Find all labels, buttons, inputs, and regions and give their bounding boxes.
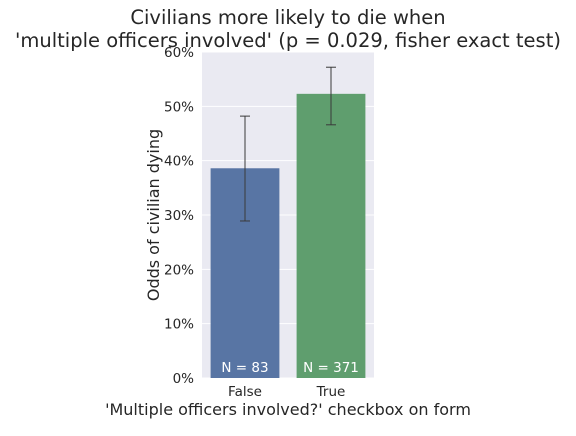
bar-count-label: N = 83 (221, 360, 268, 376)
y-tick-label: 20% (164, 262, 194, 278)
x-tick-label: False (228, 384, 262, 400)
bar-labels: N = 83 N = 371 (221, 360, 358, 376)
chart-title-line: 'multiple officers involved' (p = 0.029,… (15, 29, 561, 52)
chart-title-line: Civilians more likely to die when (130, 6, 445, 29)
y-tick-label: 30% (164, 208, 194, 224)
bar-count-label: N = 371 (303, 360, 359, 376)
bar (296, 93, 366, 378)
y-tick-label: 60% (164, 45, 194, 61)
chart-title: Civilians more likely to die when'multip… (15, 6, 561, 52)
x-axis-ticks: False True (228, 384, 345, 400)
y-tick-label: 10% (164, 317, 194, 333)
error-bars (240, 66, 336, 222)
x-tick-label: True (316, 384, 346, 400)
y-tick-label: 50% (164, 99, 194, 115)
y-tick-label: 40% (164, 154, 194, 170)
y-axis-ticks: 0% 10% 20% 30% 40% 50% 60% (164, 45, 194, 387)
y-axis-label: Odds of civilian dying (144, 129, 163, 301)
x-axis-label: 'Multiple officers involved?' checkbox o… (105, 400, 471, 419)
y-tick-label: 0% (173, 371, 195, 387)
